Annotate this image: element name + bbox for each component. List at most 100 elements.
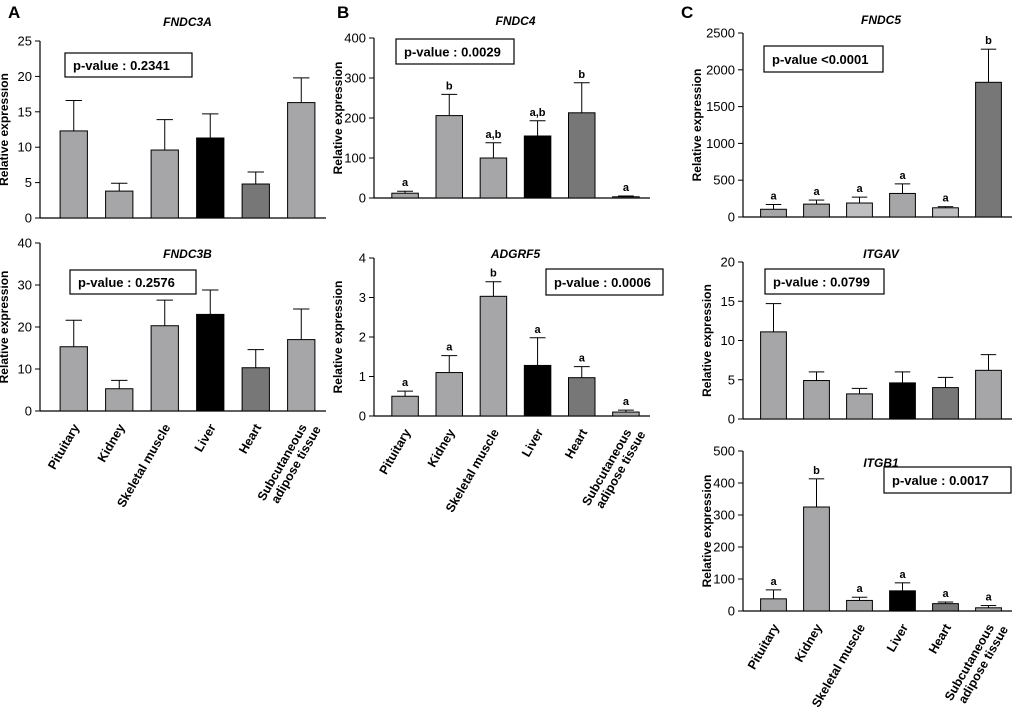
pvalue-box <box>69 269 197 295</box>
y-tick-label: 300 <box>713 508 735 523</box>
significance-letter: b <box>813 465 820 477</box>
y-axis-title: Relative expression <box>0 271 11 384</box>
bar-kidney <box>803 380 830 420</box>
bar-liver <box>889 590 916 612</box>
bar-kidney <box>803 203 830 218</box>
y-tick-label: 10 <box>18 362 32 377</box>
y-tick-label: 40 <box>18 236 32 251</box>
pvalue-text: p-value : 0.0017 <box>892 473 989 488</box>
bar-liver <box>889 192 916 218</box>
bar-kidney <box>105 388 134 412</box>
y-tick-label: 0 <box>359 191 366 206</box>
y-tick-label: 0 <box>25 211 32 226</box>
y-tick-label: 0 <box>25 404 32 419</box>
significance-letter: b <box>490 268 497 280</box>
y-tick-label: 100 <box>713 572 735 587</box>
y-tick-label: 10 <box>18 140 32 155</box>
x-tick-label: Heart <box>926 621 955 656</box>
bar-heart <box>932 603 959 612</box>
significance-letter: a <box>535 324 542 336</box>
y-tick-label: 1 <box>359 369 366 384</box>
bar-pituitary <box>59 130 88 219</box>
bar-heart <box>241 183 270 219</box>
pvalue-text: p-value : 0.2576 <box>78 275 175 290</box>
bar-subcutaneous-adipose-tissue <box>975 369 1002 420</box>
y-axis-title: Relative expression <box>690 69 704 182</box>
chart-title: ADGRF5 <box>490 247 541 261</box>
x-tick-label: Kidney <box>792 621 825 664</box>
bar-skeletal-muscle <box>479 295 508 417</box>
chart-fndc4: 0 100 200 300 400 Relative expression FNDC4 a b a… <box>331 14 650 206</box>
bar-kidney <box>105 190 134 219</box>
y-tick-label: 0 <box>728 210 735 225</box>
bar-skeletal-muscle <box>846 599 873 612</box>
bar-heart <box>932 387 959 420</box>
bar-pituitary <box>391 192 419 199</box>
y-tick-label: 1000 <box>706 136 735 151</box>
pvalue-box <box>763 45 884 73</box>
y-tick-label: 500 <box>713 444 735 459</box>
y-tick-label: 500 <box>713 173 735 188</box>
significance-letter: b <box>578 69 585 81</box>
pvalue-box <box>764 268 885 295</box>
x-tick-label: Pituitary <box>377 426 414 476</box>
y-tick-label: 30 <box>18 278 32 293</box>
bar-liver <box>523 364 552 417</box>
significance-letter: a <box>856 183 863 195</box>
y-axis-title: Relative expression <box>700 475 714 588</box>
x-tick-label: Heart <box>562 426 591 461</box>
panel-label-a: A <box>8 3 20 22</box>
y-axis-title: Relative expression <box>0 73 11 186</box>
y-tick-label: 0 <box>728 604 735 619</box>
bar-liver <box>889 382 916 420</box>
significance-letter: a <box>446 342 453 354</box>
pvalue-box <box>64 52 193 78</box>
significance-letter: a,b <box>530 107 546 119</box>
chart-fndc5: 0 500 1000 1500 2000 2500 Relative expression F… <box>690 13 1012 225</box>
y-tick-label: 15 <box>18 104 32 119</box>
x-tick-label: Heart <box>236 421 265 456</box>
y-tick-label: 400 <box>344 31 366 46</box>
bar-pituitary <box>391 395 419 417</box>
bar-kidney <box>435 372 463 417</box>
significance-letter: a,b <box>485 129 501 141</box>
bar-subcutaneous-adipose-tissue <box>975 81 1002 218</box>
bar-kidney <box>435 115 463 199</box>
y-tick-label: 4 <box>359 251 366 266</box>
bar-skeletal-muscle <box>479 157 508 199</box>
bar-pituitary <box>760 208 787 218</box>
x-tick-label: Liver <box>519 426 546 459</box>
significance-letter: a <box>623 182 630 194</box>
chart-title: ITGAV <box>863 247 900 261</box>
x-tick-label: Pituitary <box>45 421 82 471</box>
bar-heart <box>568 377 596 417</box>
panel-label-c: C <box>681 3 693 22</box>
pvalue-text: p-value : 0.2341 <box>73 58 170 73</box>
y-axis-title: Relative expression <box>331 281 345 394</box>
significance-letter: b <box>985 35 992 47</box>
y-axis-title: Relative expression <box>700 284 714 397</box>
bar-heart <box>568 112 596 199</box>
chart-title: FNDC5 <box>861 13 901 27</box>
bar-subcutaneous-adipose-tissue <box>612 411 640 417</box>
chart-fndc3a: 0 5 10 15 20 25 Relative expression FNDC3A p-val… <box>0 15 326 226</box>
bar-subcutaneous-adipose-tissue <box>287 102 316 219</box>
bar-subcutaneous-adipose-tissue <box>975 607 1002 612</box>
significance-letter: a <box>623 396 630 408</box>
bar-liver <box>523 135 552 199</box>
significance-letter: b <box>446 80 453 92</box>
significance-letter: a <box>942 588 949 600</box>
bar-heart <box>932 207 959 218</box>
chart-title: FNDC3A <box>163 15 212 29</box>
significance-letter: a <box>402 177 409 189</box>
significance-letter: a <box>856 583 863 595</box>
y-tick-label: 3 <box>359 290 366 305</box>
y-tick-label: 200 <box>713 540 735 555</box>
bar-skeletal-muscle <box>150 325 179 412</box>
significance-letter: a <box>985 592 992 604</box>
y-tick-label: 100 <box>344 151 366 166</box>
chart-itgav: 0 5 10 15 20 Relative expression ITGAV p-value … <box>700 247 1012 427</box>
chart-title: FNDC3B <box>163 247 212 261</box>
